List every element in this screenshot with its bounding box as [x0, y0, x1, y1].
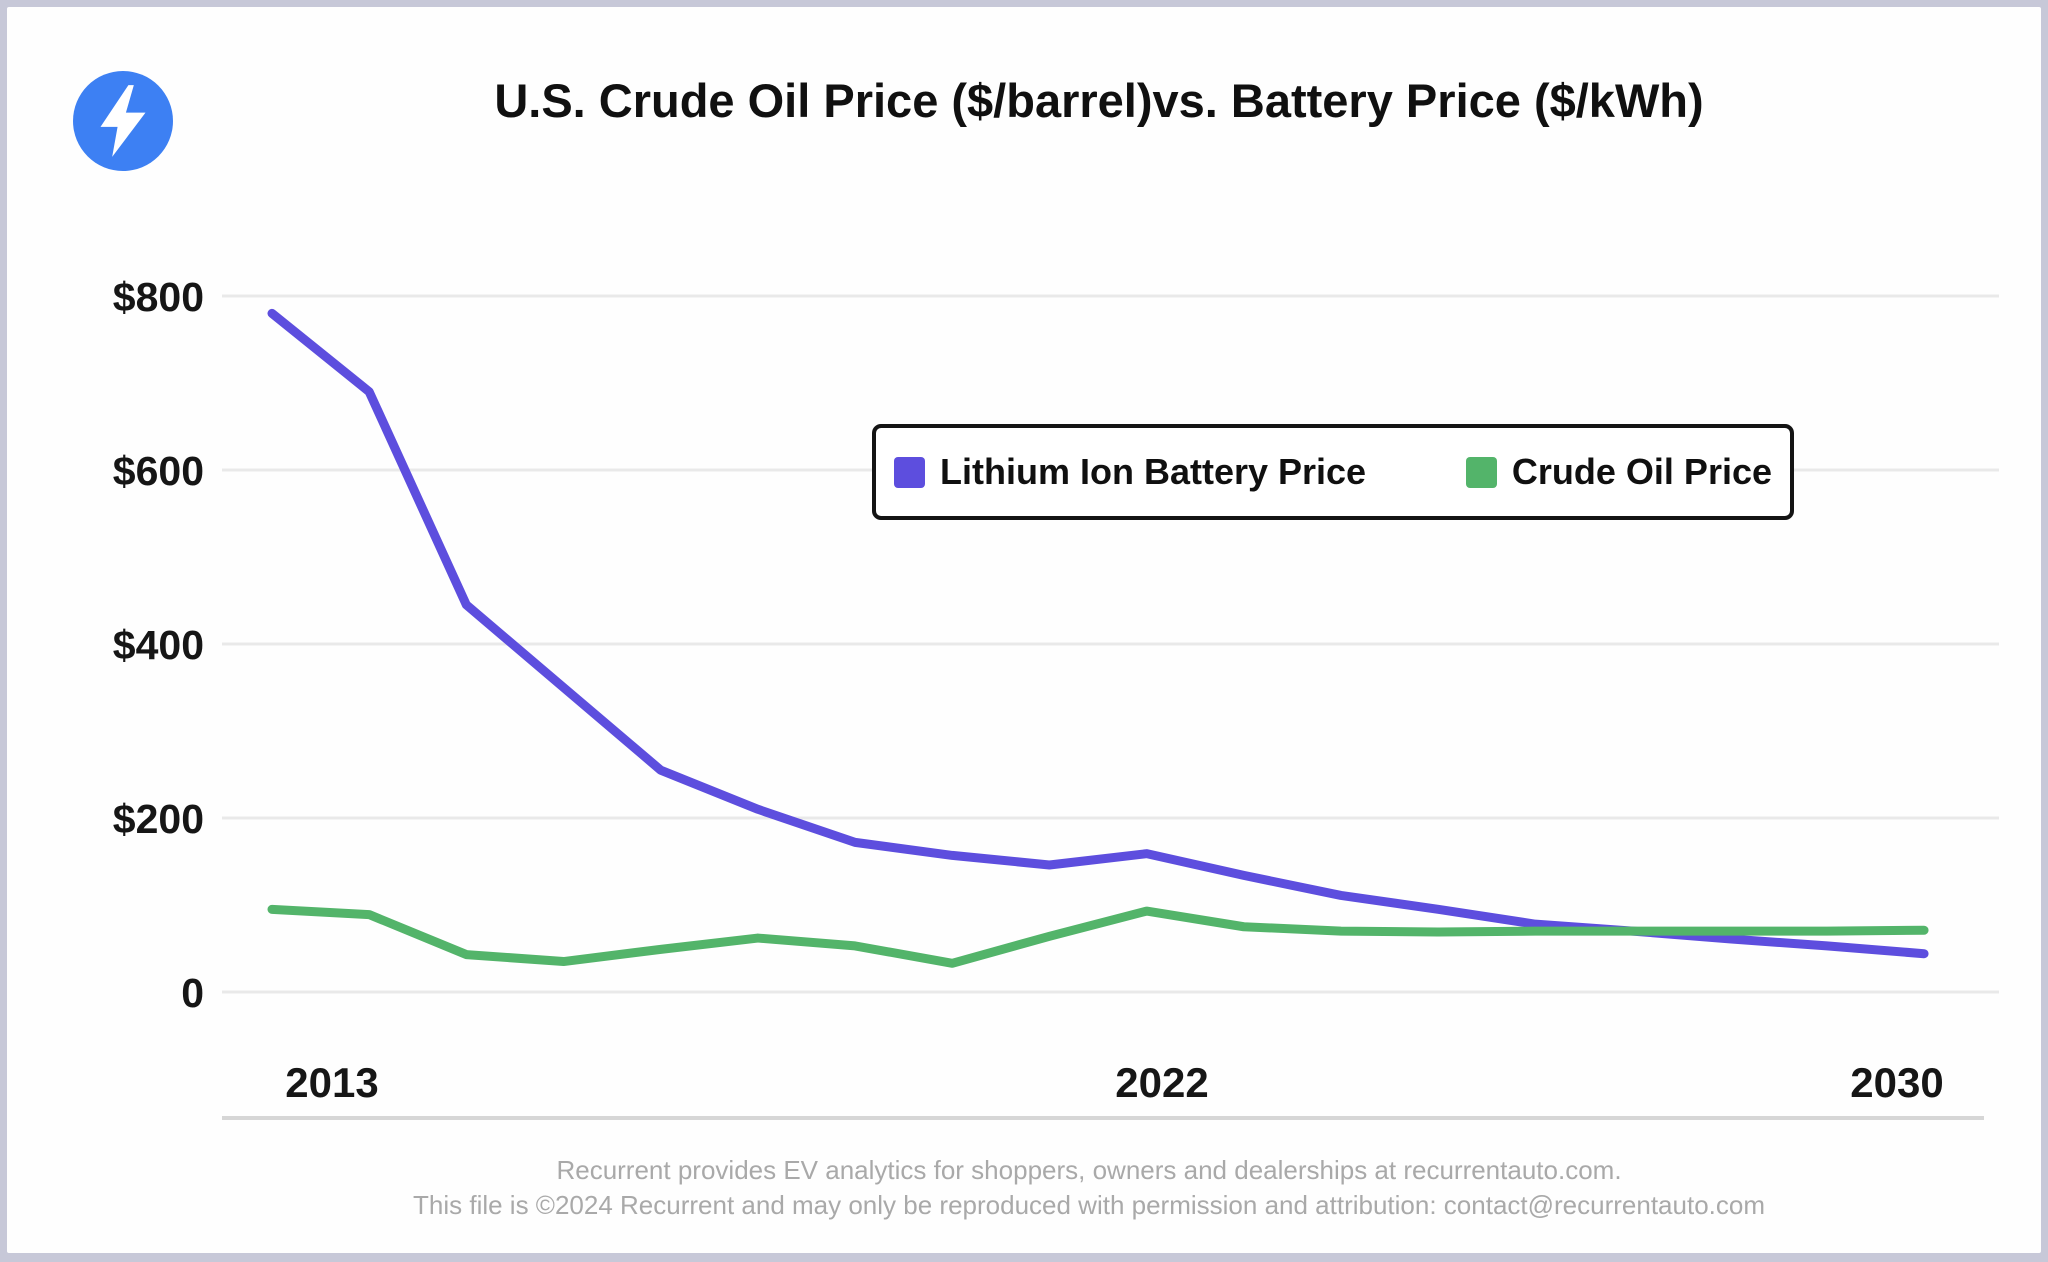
- footer-line-2: This file is ©2024 Recurrent and may onl…: [413, 1190, 1765, 1220]
- legend-item: Lithium Ion Battery Price: [894, 451, 1366, 493]
- y-tick-label: 0: [181, 970, 204, 1016]
- chart-card: $800 $600 $400 $200 0 2013 2022 2030 U.S. Crude…: [7, 7, 2041, 1253]
- y-tick-label: $200: [113, 796, 204, 842]
- series-line-lithium-ion-battery-price: [267, 308, 1929, 959]
- legend-swatch: [894, 456, 925, 488]
- y-tick-label: $600: [113, 448, 204, 494]
- footer-line-1: Recurrent provides EV analytics for shop…: [556, 1155, 1622, 1185]
- y-tick-label: $400: [113, 622, 204, 668]
- legend-label: Lithium Ion Battery Price: [940, 451, 1367, 492]
- footer: Recurrent provides EV analytics for shop…: [137, 1153, 2041, 1223]
- legend-swatch: [1465, 456, 1497, 488]
- x-axis-line: [222, 1116, 1984, 1120]
- lightning-bolt-icon: [73, 71, 173, 171]
- chart-title: U.S. Crude Oil Price ($/barrel)vs. Batte…: [494, 74, 1704, 127]
- y-tick-label: $800: [113, 274, 204, 320]
- x-tick-label: 2030: [1850, 1059, 1943, 1106]
- legend-label: Crude Oil Price: [1511, 451, 1772, 492]
- legend-item: Crude Oil Price: [1465, 451, 1772, 493]
- chart-legend: Lithium Ion Battery Price Crude Oil Price: [872, 424, 1794, 520]
- x-tick-label: 2013: [285, 1059, 378, 1106]
- line-chart: $800 $600 $400 $200 0 2013 2022 2030: [113, 274, 1999, 1106]
- recurrent-logo: [73, 71, 173, 171]
- series-line-crude-oil-price: [267, 904, 1929, 968]
- x-tick-label: 2022: [1115, 1059, 1208, 1106]
